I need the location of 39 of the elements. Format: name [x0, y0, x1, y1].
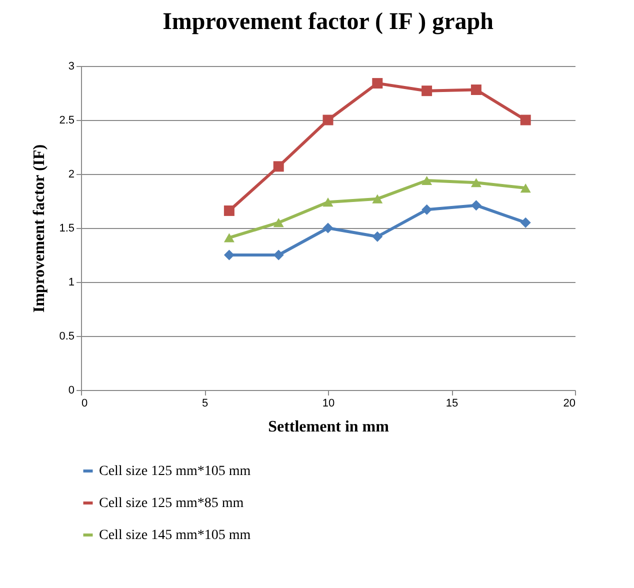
point	[372, 194, 383, 204]
point	[422, 176, 432, 186]
point	[224, 205, 234, 216]
point	[273, 218, 284, 228]
legend-label: Cell size 145 mm*105 mm	[99, 528, 251, 543]
point	[322, 114, 334, 126]
y-tick-label: 2.5	[59, 114, 74, 126]
y-tick-label: 1.5	[59, 222, 74, 234]
point	[322, 198, 334, 207]
point	[224, 250, 234, 260]
point	[372, 78, 383, 89]
point	[520, 184, 531, 193]
point	[470, 200, 482, 211]
legend-label: Cell size 125 mm*105 mm	[99, 464, 251, 479]
y-tick-label: 0	[68, 384, 74, 396]
y-tick-label: 0.5	[59, 330, 74, 342]
point	[422, 86, 432, 96]
y-axis-title: Improvement factor (IF)	[31, 144, 48, 313]
y-tick-label: 1	[68, 276, 74, 288]
x-tick-label: 5	[202, 398, 208, 410]
point	[470, 178, 482, 188]
point	[273, 250, 284, 260]
y-tick-label: 2	[68, 168, 74, 180]
point	[322, 222, 334, 234]
x-axis-title: Settlement in mm	[268, 418, 390, 436]
y-tick-label: 3	[68, 60, 74, 72]
x-tick-label: 10	[322, 398, 335, 410]
point	[372, 231, 383, 242]
legend-label: Cell size 125 mm*85 mm	[99, 496, 244, 511]
point	[422, 204, 432, 215]
point	[520, 217, 531, 228]
chart-title: Improvement factor ( IF ) graph	[162, 9, 494, 35]
point	[520, 114, 531, 126]
point	[470, 84, 482, 96]
point	[273, 161, 284, 172]
point	[224, 233, 234, 242]
x-tick-label: 20	[563, 398, 576, 410]
x-tick-label: 0	[82, 398, 88, 410]
x-tick-label: 15	[446, 398, 458, 410]
